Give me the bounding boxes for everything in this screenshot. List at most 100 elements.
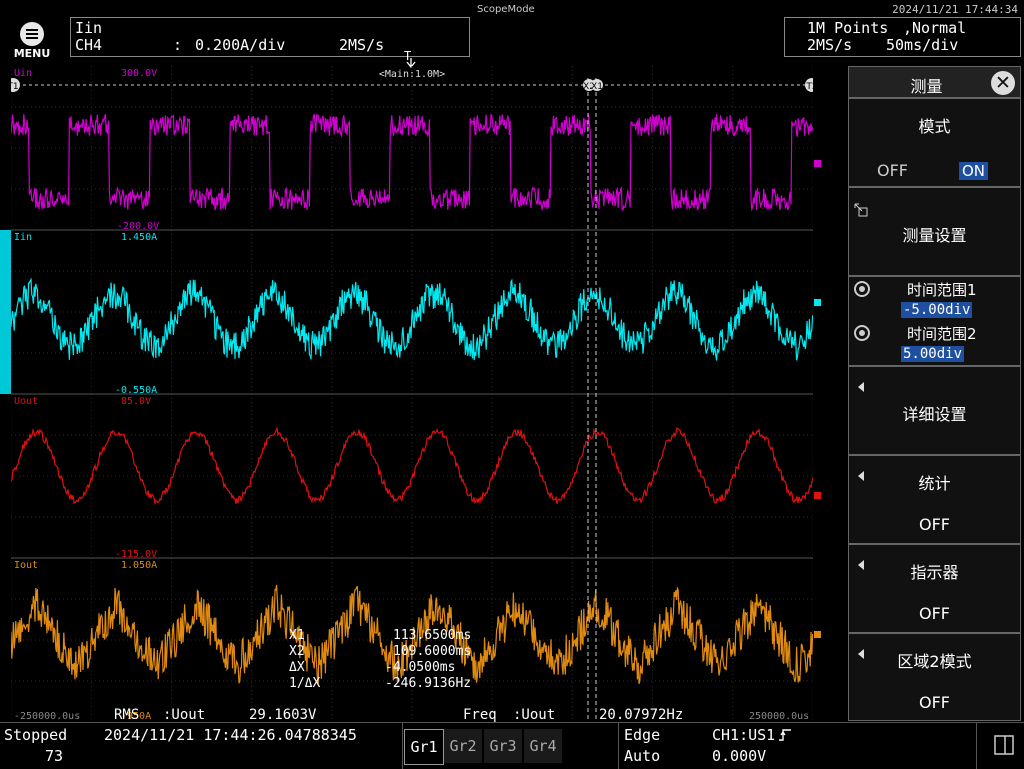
trace-3-bottom: -115.0V bbox=[115, 549, 157, 560]
statistics-button[interactable]: 统计 OFF bbox=[848, 455, 1021, 544]
indicator-label: 指示器 bbox=[849, 559, 1020, 583]
waveform-display[interactable]: T1 T2 X2 X1 <Main:1.0M> Uin 300.0V -200.… bbox=[11, 66, 813, 722]
channel-name: Iin bbox=[75, 20, 102, 37]
acquisition-mode: ,Normal bbox=[903, 20, 966, 37]
t1-label: T1 bbox=[11, 82, 19, 92]
record-points: 1M Points bbox=[807, 20, 888, 37]
group-tabs: Gr1 Gr2 Gr3 Gr4 bbox=[402, 723, 619, 769]
trace-3-name: Uout bbox=[14, 396, 38, 407]
menu-button[interactable]: MENU bbox=[8, 22, 56, 60]
measure-panel: 测量 ✕ 模式 OFF ON 测量设置 时间范围1 -5.00div 时间范围2… bbox=[848, 66, 1023, 721]
acquisition-rate: 2MS/s bbox=[807, 37, 852, 54]
time-range2-label: 时间范围2 bbox=[907, 323, 977, 344]
volts-per-div: 0.200A/div bbox=[195, 37, 285, 54]
time-range-group: 时间范围1 -5.00div 时间范围2 5.00div bbox=[848, 276, 1021, 366]
zone2-mode-button[interactable]: 区域2模式 OFF bbox=[848, 633, 1021, 721]
group-tab-4[interactable]: Gr4 bbox=[524, 729, 562, 763]
menu-label: MENU bbox=[8, 47, 56, 60]
cursor-inv-label: 1/ΔX bbox=[289, 676, 320, 691]
trace-1-bottom: -200.0V bbox=[117, 221, 159, 232]
cursor-x2-value: 109.6000ms bbox=[393, 644, 471, 659]
main-zoom-label: <Main:1.0M> bbox=[379, 69, 445, 80]
trace-2-level-marker[interactable] bbox=[814, 299, 821, 306]
trace-2-top: 1.450A bbox=[121, 232, 157, 243]
measure-settings-label: 测量设置 bbox=[849, 222, 1020, 246]
x1-label: X1 bbox=[591, 82, 603, 92]
time-range2-radio-icon[interactable] bbox=[854, 325, 870, 341]
time-right-label: 250000.0us bbox=[749, 711, 809, 722]
active-channel-indicator[interactable] bbox=[0, 230, 11, 394]
trace-4-top: 1.050A bbox=[121, 560, 157, 571]
acquisition-timestamp: 2024/11/21 17:44:26.04788345 bbox=[104, 726, 357, 744]
trace-3-top: 85.0V bbox=[121, 396, 151, 407]
status-bar: Stopped 73 2024/11/21 17:44:26.04788345 … bbox=[0, 722, 1024, 769]
zone2-mode-label: 区域2模式 bbox=[849, 648, 1020, 672]
mode-on-option[interactable]: ON bbox=[959, 162, 988, 180]
trace-2-bottom: -0.550A bbox=[115, 385, 157, 396]
group-tab-2[interactable]: Gr2 bbox=[444, 729, 482, 763]
open-submenu-icon bbox=[854, 203, 868, 217]
group-tab-3[interactable]: Gr3 bbox=[484, 729, 522, 763]
acquisition-status[interactable]: Stopped 73 2024/11/21 17:44:26.04788345 bbox=[0, 723, 403, 769]
channel-id: CH4 bbox=[75, 37, 102, 54]
acquisition-count: 73 bbox=[45, 747, 63, 765]
mode-off-option[interactable]: OFF bbox=[877, 161, 908, 180]
system-datetime: 2024/11/21 17:44:34 bbox=[892, 3, 1018, 16]
panel-toggle-icon[interactable] bbox=[994, 735, 1014, 755]
statistics-value: OFF bbox=[849, 515, 1020, 534]
trace-4-level-marker[interactable] bbox=[814, 631, 821, 638]
channel-sample-rate: 2MS/s bbox=[339, 37, 384, 54]
expand-left-icon bbox=[858, 382, 864, 392]
mode-label: 模式 bbox=[849, 113, 1020, 137]
group-tab-1[interactable]: Gr1 bbox=[404, 729, 444, 765]
run-status: Stopped bbox=[4, 726, 67, 744]
cursor-x1-value: 113.6500ms bbox=[393, 628, 471, 643]
t2-label: T2 bbox=[805, 82, 813, 92]
detail-settings-button[interactable]: 详细设置 bbox=[848, 366, 1021, 455]
panel-header: 测量 ✕ bbox=[848, 66, 1021, 98]
cursor-x2-label: X2 bbox=[289, 644, 305, 659]
cursor-inv-value: -246.9136Hz bbox=[385, 676, 471, 691]
mode-button[interactable]: 模式 OFF ON bbox=[848, 98, 1021, 187]
panel-title: 测量 bbox=[841, 73, 1012, 97]
trace-3-waveform[interactable] bbox=[11, 428, 813, 504]
meas-freq-label: Freq bbox=[463, 707, 497, 722]
detail-settings-label: 详细设置 bbox=[849, 401, 1020, 425]
trigger-mode: Auto bbox=[624, 747, 660, 765]
indicator-value: OFF bbox=[849, 604, 1020, 623]
trigger-settings[interactable]: Edge Auto CH1:US1 0.000V bbox=[618, 723, 977, 769]
close-icon[interactable]: ✕ bbox=[991, 71, 1015, 95]
time-range1-value[interactable]: -5.00div bbox=[901, 302, 972, 318]
trigger-source: CH1:US1 bbox=[712, 726, 775, 744]
time-range1-label: 时间范围1 bbox=[907, 279, 977, 300]
trace-2-waveform[interactable] bbox=[11, 280, 813, 361]
app-title: ScopeMode bbox=[477, 4, 535, 15]
meas-rms-value: 29.1603V bbox=[249, 707, 317, 722]
meas-freq-source: :Uout bbox=[513, 707, 555, 722]
meas-rms-source: :Uout bbox=[163, 707, 205, 722]
trace-1-top: 300.0V bbox=[121, 68, 157, 79]
trace-2-name: Iin bbox=[14, 232, 32, 243]
trace-1-name: Uin bbox=[14, 68, 32, 79]
time-left-label: -250000.0us bbox=[14, 711, 80, 722]
meas-freq-value: 20.07972Hz bbox=[599, 707, 683, 722]
menu-icon bbox=[20, 22, 44, 46]
trace-1-level-marker[interactable] bbox=[814, 160, 821, 167]
rising-edge-icon bbox=[778, 728, 792, 742]
zone2-mode-value: OFF bbox=[849, 693, 1020, 712]
cursor-x1-label: X1 bbox=[289, 628, 305, 643]
indicator-button[interactable]: 指示器 OFF bbox=[848, 544, 1021, 633]
channel-separator: : bbox=[173, 37, 182, 54]
trace-3-level-marker[interactable] bbox=[814, 492, 821, 499]
time-range1-radio-icon[interactable] bbox=[854, 281, 870, 297]
statistics-label: 统计 bbox=[849, 470, 1020, 494]
cursor-dx-label: ΔX bbox=[289, 660, 305, 675]
cursor-dx-value: -4.0500ms bbox=[385, 660, 455, 675]
acquisition-info[interactable]: 1M Points ,Normal 2MS/s 50ms/div bbox=[784, 17, 1021, 57]
time-range2-value[interactable]: 5.00div bbox=[901, 346, 964, 362]
trigger-type: Edge bbox=[624, 726, 660, 744]
measure-settings-button[interactable]: 测量设置 bbox=[848, 187, 1021, 276]
trigger-level: 0.000V bbox=[712, 747, 766, 765]
trace-4-name: Iout bbox=[14, 560, 38, 571]
meas-rms-label: RMS bbox=[114, 707, 139, 722]
